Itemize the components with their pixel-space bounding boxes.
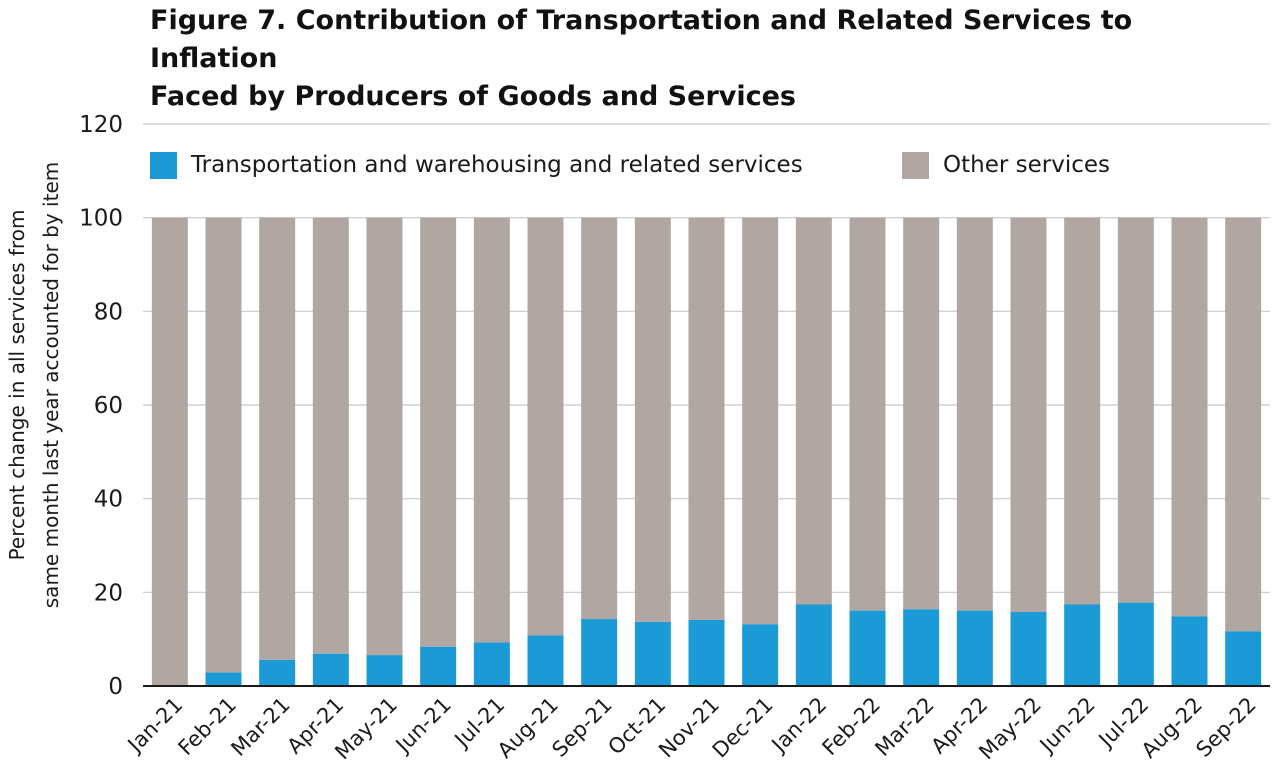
bar-transportation-jun-21 bbox=[420, 646, 457, 686]
y-tick-label-40: 40 bbox=[94, 487, 123, 513]
y-tick-label-20: 20 bbox=[94, 580, 123, 606]
bar-other-jul-22 bbox=[1117, 217, 1154, 603]
x-tick-label-jun-21: Jun-21 bbox=[390, 693, 456, 759]
legend-swatch-transportation bbox=[150, 151, 177, 179]
bar-other-jan-21 bbox=[151, 217, 188, 686]
bar-transportation-dec-21 bbox=[742, 624, 779, 686]
bar-other-aug-22 bbox=[1171, 217, 1208, 617]
bar-transportation-feb-22 bbox=[849, 610, 886, 686]
bar-other-jun-21 bbox=[420, 217, 457, 647]
x-tick-label-aug-21: Aug-21 bbox=[493, 693, 563, 763]
bar-transportation-aug-22 bbox=[1171, 616, 1208, 686]
x-tick-label-dec-21: Dec-21 bbox=[708, 693, 778, 763]
bar-transportation-jun-22 bbox=[1064, 604, 1101, 686]
y-tick-label-0: 0 bbox=[108, 674, 123, 700]
bar-other-aug-21 bbox=[527, 217, 564, 636]
bar-transportation-jul-21 bbox=[473, 642, 510, 686]
bar-other-sep-21 bbox=[581, 217, 618, 620]
bar-other-feb-21 bbox=[205, 217, 242, 673]
bar-other-may-21 bbox=[366, 217, 403, 656]
bar-other-mar-22 bbox=[903, 217, 940, 610]
x-tick-label-feb-21: Feb-21 bbox=[174, 693, 242, 761]
bar-transportation-mar-22 bbox=[903, 609, 940, 686]
bar-transportation-feb-21 bbox=[205, 672, 242, 686]
bar-transportation-apr-21 bbox=[312, 653, 349, 686]
y-axis-label-line-1: Percent change in all services from bbox=[5, 210, 29, 561]
x-tick-label-aug-22: Aug-22 bbox=[1137, 693, 1207, 763]
bar-transportation-jan-22 bbox=[795, 604, 832, 686]
bar-other-dec-21 bbox=[742, 217, 779, 625]
bar-transportation-may-22 bbox=[1010, 612, 1047, 686]
bar-other-jan-22 bbox=[795, 217, 832, 605]
x-tick-label-mar-22: Mar-22 bbox=[870, 693, 938, 761]
bar-transportation-nov-21 bbox=[688, 619, 725, 686]
bar-transportation-oct-21 bbox=[634, 621, 671, 686]
bar-other-mar-21 bbox=[259, 217, 296, 660]
x-tick-label-feb-22: Feb-22 bbox=[818, 693, 886, 761]
chart-title: Figure 7. Contribution of Transportation… bbox=[150, 2, 1260, 116]
bar-other-feb-22 bbox=[849, 217, 886, 611]
bar-other-nov-21 bbox=[688, 217, 725, 620]
bar-transportation-may-21 bbox=[366, 655, 403, 686]
legend-label-other: Other services bbox=[943, 152, 1110, 178]
legend-label-transportation: Transportation and warehousing and relat… bbox=[191, 152, 803, 178]
bar-other-may-22 bbox=[1010, 217, 1047, 613]
y-axis-label-line-2: same month last year accounted for by it… bbox=[39, 162, 63, 608]
chart-title-line-1: Figure 7. Contribution of Transportation… bbox=[150, 5, 1133, 74]
bar-other-apr-22 bbox=[956, 217, 993, 611]
chart-title-line-2: Faced by Producers of Goods and Services bbox=[150, 81, 796, 112]
legend-item-other: Other services bbox=[902, 150, 1110, 180]
x-tick-label-jun-22: Jun-22 bbox=[1034, 693, 1100, 759]
y-tick-label-60: 60 bbox=[94, 393, 123, 419]
bar-transportation-sep-22 bbox=[1225, 631, 1262, 686]
bar-other-oct-21 bbox=[634, 217, 671, 622]
bar-other-jun-22 bbox=[1064, 217, 1101, 605]
y-tick-label-80: 80 bbox=[94, 299, 123, 325]
bar-transportation-sep-21 bbox=[581, 619, 618, 686]
bar-transportation-aug-21 bbox=[527, 635, 564, 686]
bar-other-sep-22 bbox=[1225, 217, 1262, 632]
bar-other-apr-21 bbox=[312, 217, 349, 654]
x-tick-label-sep-21: Sep-21 bbox=[547, 693, 616, 762]
bar-transportation-jul-22 bbox=[1117, 602, 1154, 686]
x-tick-label-sep-22: Sep-22 bbox=[1191, 693, 1260, 762]
y-tick-label-120: 120 bbox=[79, 112, 123, 138]
bar-transportation-apr-22 bbox=[956, 610, 993, 686]
legend-swatch-other bbox=[902, 151, 929, 179]
x-tick-label-mar-21: Mar-21 bbox=[226, 693, 294, 761]
legend-item-transportation: Transportation and warehousing and relat… bbox=[150, 150, 803, 180]
bar-other-jul-21 bbox=[473, 217, 510, 643]
y-tick-label-100: 100 bbox=[79, 206, 123, 232]
bar-transportation-mar-21 bbox=[259, 659, 296, 686]
